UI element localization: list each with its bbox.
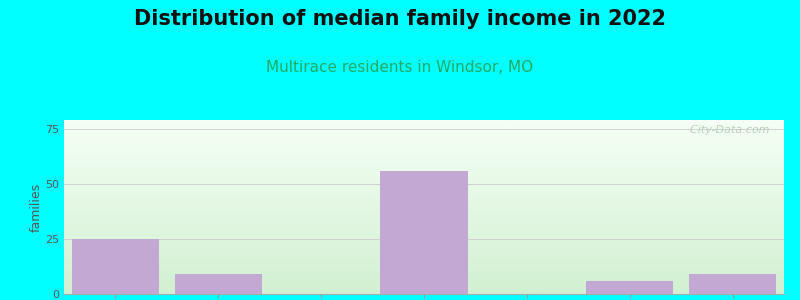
Bar — [689, 274, 776, 294]
Y-axis label: families: families — [30, 182, 42, 232]
Bar — [174, 274, 262, 294]
Text: City-Data.com: City-Data.com — [683, 125, 770, 135]
Text: Distribution of median family income in 2022: Distribution of median family income in … — [134, 9, 666, 29]
Bar — [586, 281, 674, 294]
Text: Multirace residents in Windsor, MO: Multirace residents in Windsor, MO — [266, 60, 534, 75]
Bar — [380, 171, 468, 294]
Bar — [72, 239, 159, 294]
